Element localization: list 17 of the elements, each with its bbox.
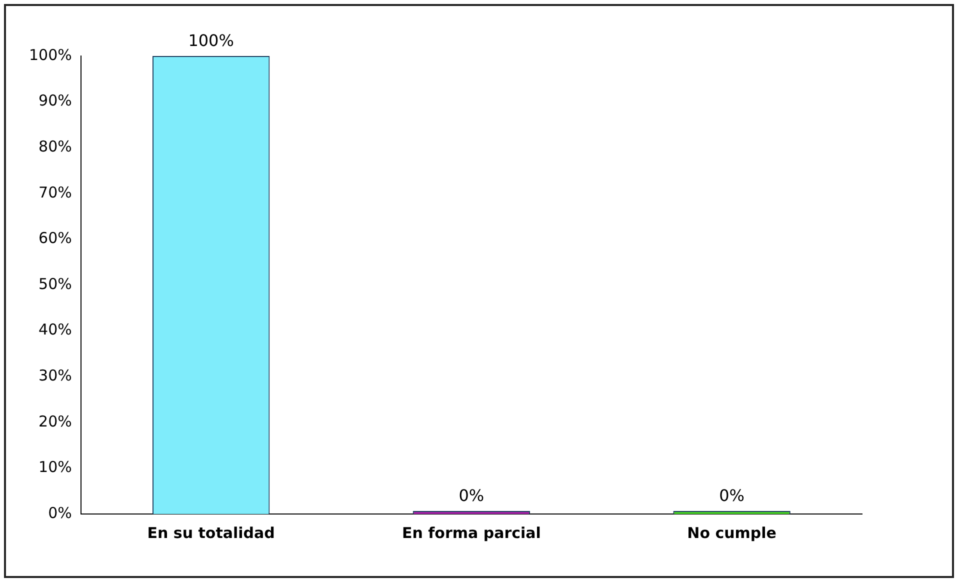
y-tick-label: 20% xyxy=(38,412,72,430)
y-tick-label: 40% xyxy=(38,320,72,339)
y-tick-label: 90% xyxy=(38,92,72,110)
data-label: 100% xyxy=(188,31,234,50)
y-tick-label: 80% xyxy=(38,137,72,156)
x-tick-label: No cumple xyxy=(687,524,776,542)
x-tick-label: En su totalidad xyxy=(147,524,275,542)
y-tick-label: 60% xyxy=(38,229,72,248)
x-tick-label: En forma parcial xyxy=(402,524,541,542)
y-tick-label: 70% xyxy=(38,183,72,202)
data-label: 0% xyxy=(458,486,484,506)
data-label: 0% xyxy=(719,486,745,506)
y-tick-label: 0% xyxy=(48,504,72,522)
y-tick-label: 10% xyxy=(38,458,72,476)
y-tick-label: 100% xyxy=(28,46,72,64)
y-tick-label: 30% xyxy=(38,366,72,384)
y-tick-label: 50% xyxy=(38,274,72,293)
